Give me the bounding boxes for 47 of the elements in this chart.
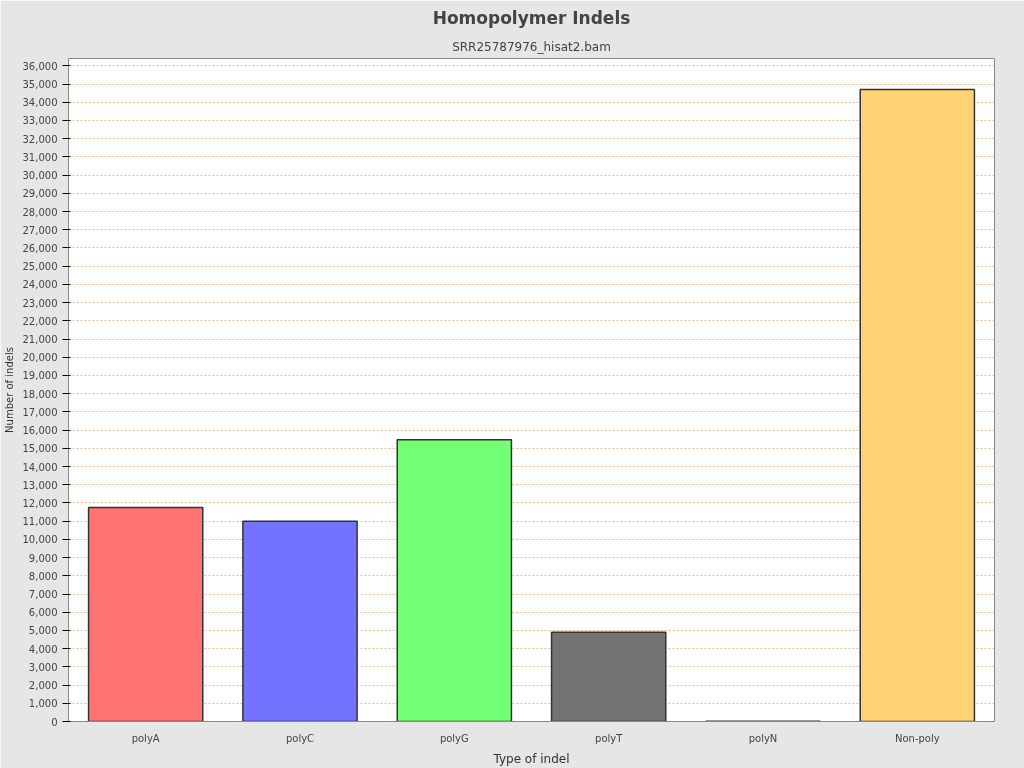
x-tick-label: polyN — [748, 732, 778, 744]
y-tick-label: 26,000 — [22, 242, 58, 254]
y-tick-label: 7,000 — [28, 589, 58, 600]
y-tick-label: 31,000 — [22, 151, 58, 163]
y-tick-label: 15,000 — [22, 443, 58, 455]
y-tick-label: 34,000 — [22, 97, 58, 109]
y-tick-label: 17,000 — [22, 406, 58, 418]
y-tick-label: 16,000 — [22, 425, 58, 437]
y-tick-label: 32,000 — [22, 133, 58, 145]
y-tick-label: 18,000 — [22, 388, 58, 400]
y-tick-label: 36,000 — [22, 60, 58, 72]
x-tick-label: polyG — [439, 732, 469, 744]
y-tick-label: 25,000 — [22, 261, 58, 273]
y-tick-label: 28,000 — [22, 206, 58, 218]
y-tick-label: 35,000 — [22, 79, 58, 90]
x-tick-label: polyC — [285, 732, 315, 744]
y-tick-label: 30,000 — [22, 170, 58, 182]
y-tick-label: 13,000 — [22, 479, 58, 491]
y-tick-label: 8,000 — [28, 570, 58, 582]
chart-title: Homopolymer Indels — [432, 7, 631, 28]
y-tick-label: 2,000 — [28, 680, 58, 692]
x-tick-label: Non-poly — [894, 732, 940, 744]
y-tick-label: 27,000 — [22, 224, 58, 236]
x-axis-title: Type of indel — [492, 751, 570, 766]
y-tick-label: 20,000 — [22, 352, 58, 364]
y-tick-label: 6,000 — [28, 607, 58, 619]
y-tick-label: 24,000 — [22, 279, 58, 291]
x-tick-label: polyA — [131, 732, 160, 744]
y-tick-label: 9,000 — [28, 552, 58, 564]
y-tick-label: 33,000 — [22, 115, 58, 127]
chart-subtitle: SRR25787976_hisat2.bam — [452, 39, 611, 54]
y-axis-title: Number of indels — [3, 347, 15, 433]
y-tick-label: 22,000 — [22, 315, 58, 327]
y-tick-label: 14,000 — [22, 461, 58, 473]
y-tick-label: 29,000 — [22, 188, 58, 200]
x-tick-label: polyT — [595, 732, 624, 744]
y-tick-label: 19,000 — [22, 370, 58, 382]
y-tick-label: 11,000 — [22, 516, 58, 528]
y-tick-label: 23,000 — [22, 297, 58, 309]
y-tick-label: 4,000 — [28, 643, 58, 655]
y-tick-label: 5,000 — [28, 625, 58, 637]
y-tick-label: 21,000 — [22, 334, 58, 345]
y-tick-label: 10,000 — [22, 534, 58, 546]
y-tick-label: 3,000 — [28, 661, 58, 673]
y-tick-label: 0 — [51, 716, 58, 728]
y-tick-label: 1,000 — [28, 698, 58, 710]
y-tick-label: 12,000 — [22, 497, 58, 509]
